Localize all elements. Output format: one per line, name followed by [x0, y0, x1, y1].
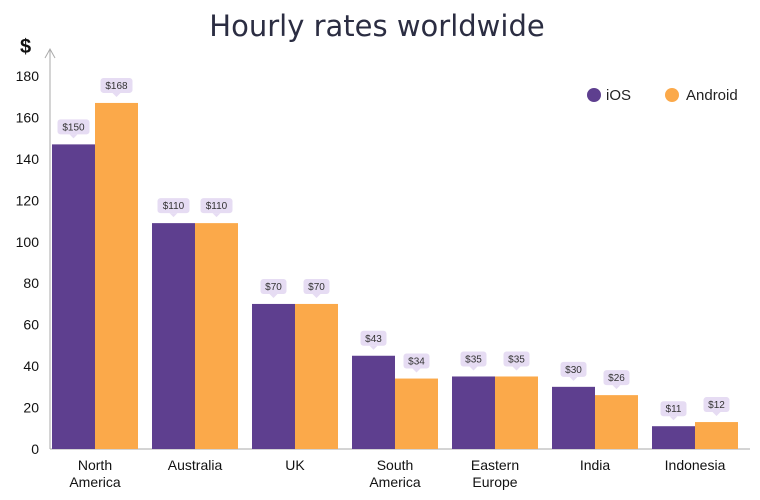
data-label-bg [57, 119, 90, 135]
bar-android [495, 376, 538, 449]
x-tick-label-line: UK [285, 457, 305, 473]
legend-swatch-ios [587, 88, 601, 102]
data-label-pointer [112, 92, 121, 97]
y-tick-label: 20 [23, 400, 39, 416]
x-tick-label-line: Eastern [471, 457, 519, 473]
legend-label-ios: iOS [606, 87, 631, 104]
data-label-bg [703, 397, 730, 413]
bar-ios [352, 355, 395, 449]
data-label-pointer [212, 213, 221, 218]
data-label-pointer [612, 385, 621, 390]
data-label-pointer [412, 368, 421, 373]
bar-android [295, 303, 338, 449]
data-label: $34 [408, 357, 425, 368]
data-label: $70 [265, 282, 282, 293]
data-label-bg [603, 370, 630, 386]
data-label-pointer [712, 412, 721, 417]
x-tick-label-line: Europe [472, 474, 517, 490]
legend-swatch-android [665, 88, 679, 102]
data-label: $110 [206, 201, 228, 212]
data-label: $70 [308, 282, 325, 293]
data-label: $35 [508, 354, 525, 365]
y-tick-label: 40 [23, 358, 39, 374]
x-tick-label: North America [69, 457, 121, 490]
data-label: $26 [608, 373, 625, 384]
data-label-bg [403, 353, 430, 369]
legend-label-android: Android [686, 87, 738, 104]
data-label-bg [503, 351, 530, 367]
data-label-bg [660, 401, 687, 417]
data-label-pointer [569, 376, 578, 381]
data-label-bg [200, 198, 233, 214]
y-axis-label: $ [20, 36, 31, 58]
bar-ios [52, 144, 95, 449]
x-tick-label-line: Australia [168, 457, 223, 473]
data-label: $110 [163, 201, 185, 212]
data-label-bg [260, 278, 287, 294]
x-tick-label: India [580, 457, 611, 473]
x-tick-label-line: India [580, 457, 611, 473]
data-label-bg [460, 351, 487, 367]
bar-android [395, 378, 438, 449]
data-label: $12 [708, 400, 725, 411]
data-label: $35 [465, 354, 482, 365]
bar-android [695, 422, 738, 449]
bar-ios [152, 223, 195, 449]
bar-android [595, 395, 638, 449]
y-tick-label: 0 [31, 441, 39, 457]
data-label-bg [157, 198, 190, 214]
data-label: $11 [666, 404, 682, 415]
data-label-bg [560, 361, 587, 377]
data-label: $30 [565, 365, 582, 376]
bar-ios [452, 376, 495, 449]
data-label-bg [360, 330, 387, 346]
x-tick-label-line: Indonesia [665, 457, 726, 473]
data-label-bg [303, 278, 330, 294]
data-label: $43 [365, 334, 382, 345]
x-tick-label: UK [285, 457, 305, 473]
chart-title: Hourly rates worldwide [209, 9, 544, 43]
bar-android [95, 102, 138, 449]
y-tick-label: 180 [16, 68, 40, 84]
bar-android [195, 223, 238, 449]
data-label: $150 [62, 122, 85, 133]
x-tick-label-line: North [78, 457, 112, 473]
bar-ios [652, 426, 695, 449]
y-tick-label: 80 [23, 275, 39, 291]
x-tick-label-line: America [69, 474, 121, 490]
legend: iOS Android [587, 87, 738, 104]
data-label-pointer [169, 213, 178, 218]
y-tick-label: 100 [16, 234, 40, 250]
y-axis-arrow [44, 47, 56, 59]
data-label-pointer [512, 366, 521, 371]
x-tick-label: South America [369, 457, 421, 490]
bar-ios [552, 386, 595, 449]
x-tick-label: Indonesia [665, 457, 726, 473]
y-tick-label: 160 [16, 109, 40, 125]
y-tick-label: 120 [16, 192, 40, 208]
y-tick-label: 140 [16, 151, 40, 167]
y-tick-label: 60 [23, 317, 39, 333]
x-tick-label-line: South [377, 457, 414, 473]
data-label-pointer [469, 366, 478, 371]
data-label: $168 [105, 81, 128, 92]
data-label-pointer [669, 416, 678, 421]
data-label-pointer [269, 293, 278, 298]
x-tick-label: Eastern Europe [471, 457, 519, 490]
x-tick-label-line: America [369, 474, 421, 490]
data-label-bg [100, 77, 133, 93]
data-label-pointer [369, 345, 378, 350]
x-tick-label: Australia [168, 457, 223, 473]
data-label-pointer [312, 293, 321, 298]
bar-ios [252, 303, 295, 449]
data-label-pointer [69, 134, 78, 139]
